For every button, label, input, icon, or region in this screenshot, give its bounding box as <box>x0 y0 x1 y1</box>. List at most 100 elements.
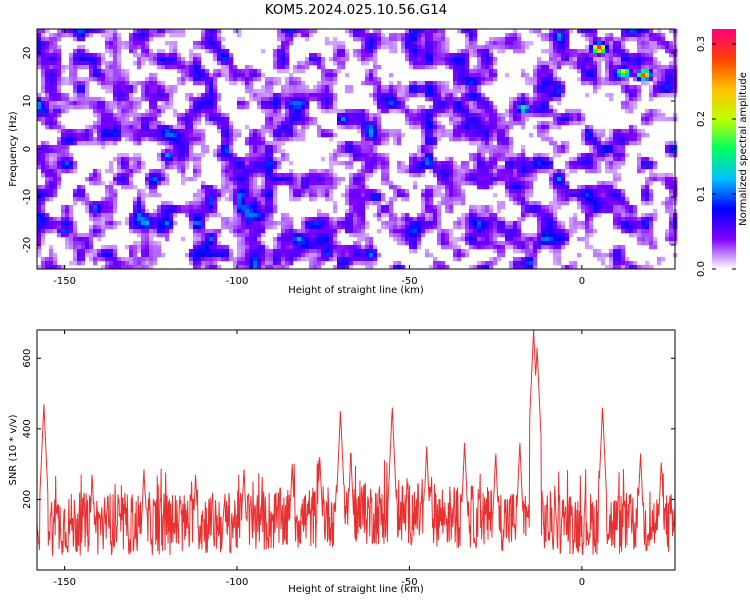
heatmap-cell <box>233 177 238 182</box>
heatmap-cell <box>625 61 630 66</box>
heatmap-cell <box>137 65 142 70</box>
heatmap-cell <box>433 169 438 174</box>
heatmap-cell <box>385 201 390 206</box>
heatmap-cell <box>485 113 490 118</box>
heatmap-cell <box>121 97 126 102</box>
heatmap-cell <box>413 61 418 66</box>
heatmap-cell <box>145 81 150 86</box>
heatmap-cell <box>65 149 70 154</box>
heatmap-cell <box>317 53 322 58</box>
heatmap-cell <box>629 109 634 114</box>
heatmap-cell <box>269 105 274 110</box>
heatmap-cell <box>61 33 66 38</box>
heatmap-cell <box>657 81 662 86</box>
heatmap-cell <box>317 97 322 102</box>
heatmap-cell <box>57 125 62 130</box>
heatmap-cell <box>377 77 382 82</box>
heatmap-cell <box>541 169 546 174</box>
heatmap-cell <box>505 121 510 126</box>
heatmap-cell <box>497 165 502 170</box>
heatmap-cell <box>209 189 214 194</box>
heatmap-cell <box>649 173 654 178</box>
heatmap-cell <box>573 65 578 70</box>
heatmap-cell <box>101 69 106 74</box>
heatmap-cell <box>149 133 154 138</box>
heatmap-cell <box>405 37 410 42</box>
heatmap-cell <box>121 77 126 82</box>
heatmap-cell <box>349 221 354 226</box>
heatmap-cell <box>605 209 610 214</box>
heatmap-cell <box>585 201 590 206</box>
heatmap-cell <box>605 93 610 98</box>
heatmap-cell <box>493 69 498 74</box>
heatmap-cell <box>141 193 146 198</box>
heatmap-cell <box>37 105 42 110</box>
heatmap-cell <box>157 205 162 210</box>
heatmap-cell <box>461 121 466 126</box>
heatmap-cell <box>417 57 422 62</box>
heatmap-cell <box>633 65 638 70</box>
heatmap-cell <box>321 97 326 102</box>
heatmap-cell <box>261 189 266 194</box>
heatmap-cell <box>281 133 286 138</box>
heatmap-cell <box>197 201 202 206</box>
heatmap-cell <box>101 137 106 142</box>
heatmap-cell <box>569 61 574 66</box>
heatmap-cell <box>605 37 610 42</box>
heatmap-cell <box>613 49 618 54</box>
heatmap-cell <box>193 77 198 82</box>
heatmap-cell <box>509 33 514 38</box>
heatmap-cell <box>281 213 286 218</box>
heatmap-cell <box>433 41 438 46</box>
heatmap-cell <box>165 93 170 98</box>
heatmap-cell <box>193 57 198 62</box>
heatmap-cell <box>405 89 410 94</box>
heatmap-cell <box>177 145 182 150</box>
heatmap-cell <box>69 77 74 82</box>
heatmap-cell <box>585 53 590 58</box>
heatmap-cell <box>409 117 414 122</box>
heatmap-cell <box>421 141 426 146</box>
heatmap-cell <box>57 53 62 58</box>
heatmap-cell <box>145 85 150 90</box>
heatmap-cell <box>45 169 50 174</box>
heatmap-cell <box>41 33 46 38</box>
heatmap-cell <box>361 197 366 202</box>
heatmap-cell <box>609 165 614 170</box>
heatmap-cell <box>133 45 138 50</box>
heatmap-cell <box>53 165 58 170</box>
heatmap-cell <box>197 161 202 166</box>
heatmap-cell <box>149 189 154 194</box>
heatmap-cell <box>593 169 598 174</box>
heatmap-cell <box>125 125 130 130</box>
heatmap-cell <box>345 113 350 118</box>
heatmap-cell <box>221 225 226 230</box>
heatmap-cell <box>141 213 146 218</box>
heatmap-cell <box>617 177 622 182</box>
heatmap-cell <box>625 73 630 78</box>
heatmap-cell <box>629 37 634 42</box>
heatmap-cell <box>361 125 366 130</box>
heatmap-cell <box>617 209 622 214</box>
heatmap-cell <box>577 57 582 62</box>
heatmap-cell <box>545 97 550 102</box>
heatmap-cell <box>425 217 430 222</box>
heatmap-cell <box>489 177 494 182</box>
heatmap-cell <box>73 53 78 58</box>
heatmap-cell <box>53 121 58 126</box>
heatmap-cell <box>625 101 630 106</box>
heatmap-cell <box>341 45 346 50</box>
heatmap-cell <box>309 61 314 66</box>
heatmap-cell <box>201 141 206 146</box>
heatmap-cell <box>105 137 110 142</box>
heatmap-cell <box>333 149 338 154</box>
heatmap-cell <box>85 85 90 90</box>
heatmap-cell <box>517 189 522 194</box>
heatmap-cell <box>493 145 498 150</box>
heatmap-cell <box>433 117 438 122</box>
heatmap-cell <box>85 205 90 210</box>
heatmap-cell <box>257 89 262 94</box>
heatmap-cell <box>241 101 246 106</box>
heatmap-cell <box>505 169 510 174</box>
heatmap-cell <box>553 209 558 214</box>
